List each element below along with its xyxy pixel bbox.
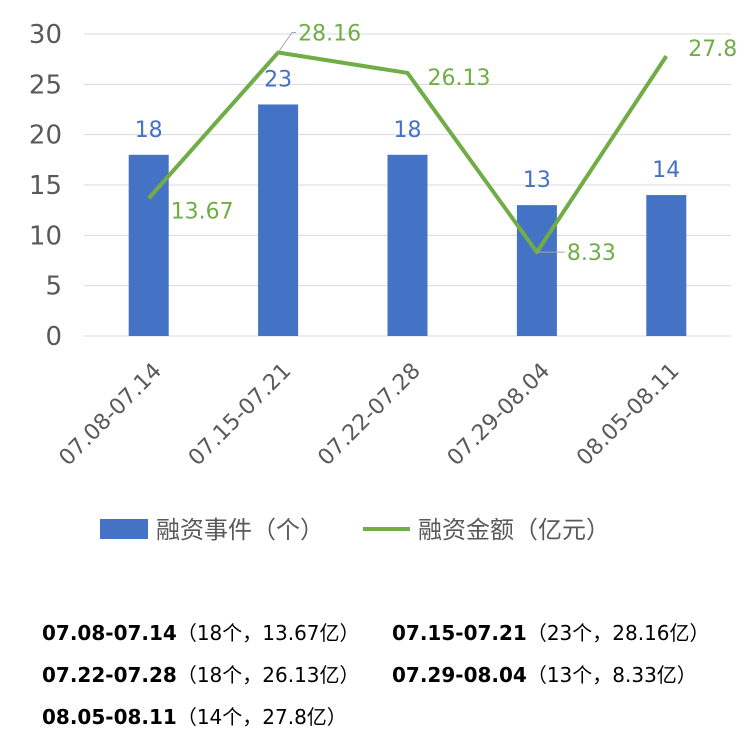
legend: 融资事件（个） 融资金额（亿元） bbox=[100, 516, 610, 544]
x-tick-label: 07.29-08.04 bbox=[443, 359, 555, 471]
summary-detail: （23个，28.16亿） bbox=[526, 621, 710, 645]
summary-detail: （13个，8.33亿） bbox=[526, 663, 697, 687]
summary-detail: （18个，13.67亿） bbox=[176, 621, 360, 645]
bar-data-label: 14 bbox=[652, 158, 680, 183]
line-data-labels: 13.67 28.16 26.13 8.33 27.8 bbox=[171, 22, 738, 267]
bar bbox=[387, 154, 428, 336]
line-series bbox=[147, 50, 668, 255]
line-data-label: 8.33 bbox=[567, 241, 616, 266]
summary-week: 07.08-07.14 bbox=[42, 621, 177, 645]
summary-item: 07.22-07.28（18个，26.13亿） bbox=[42, 654, 392, 696]
bar-series bbox=[128, 104, 687, 336]
legend-label-line: 融资金额（亿元） bbox=[418, 516, 610, 544]
summary-week: 07.22-07.28 bbox=[42, 663, 177, 687]
bar bbox=[516, 205, 557, 336]
summary-row: 07.08-07.14（18个，13.67亿） 07.15-07.21（23个，… bbox=[42, 612, 742, 654]
y-tick-label: 25 bbox=[29, 70, 62, 100]
x-tick-label: 07.15-07.21 bbox=[184, 359, 296, 471]
x-axis-categories: 07.08-07.14 07.15-07.21 07.22-07.28 07.29-0… bbox=[55, 359, 685, 471]
summary-item: 07.29-08.04（13个，8.33亿） bbox=[392, 654, 742, 696]
summary-row: 07.22-07.28（18个，26.13亿） 07.29-08.04（13个，… bbox=[42, 654, 742, 696]
bar-data-label: 23 bbox=[264, 67, 292, 92]
line-data-label: 26.13 bbox=[428, 66, 491, 91]
bar-data-label: 13 bbox=[523, 168, 551, 193]
y-tick-label: 15 bbox=[29, 171, 62, 201]
x-tick-label: 08.05-08.11 bbox=[572, 359, 684, 471]
y-tick-label: 0 bbox=[45, 322, 62, 352]
legend-label-bar: 融资事件（个） bbox=[156, 516, 324, 544]
summary-row: 08.05-08.11（14个，27.8亿） bbox=[42, 696, 742, 738]
y-axis-ticks: 0 5 10 15 20 25 30 bbox=[29, 20, 62, 352]
leader-line bbox=[277, 32, 297, 53]
summary-list: 07.08-07.14（18个，13.67亿） 07.15-07.21（23个，… bbox=[42, 612, 742, 738]
x-tick-label: 07.22-07.28 bbox=[313, 359, 425, 471]
summary-week: 07.15-07.21 bbox=[392, 621, 527, 645]
summary-detail: （18个，26.13亿） bbox=[176, 663, 360, 687]
y-tick-label: 5 bbox=[45, 272, 62, 302]
summary-item: 07.08-07.14（18个，13.67亿） bbox=[42, 612, 392, 654]
y-tick-label: 30 bbox=[29, 20, 62, 50]
line-data-label: 28.16 bbox=[298, 22, 361, 47]
y-tick-label: 10 bbox=[29, 221, 62, 251]
series-line bbox=[147, 50, 668, 255]
summary-week: 07.29-08.04 bbox=[392, 663, 527, 687]
y-tick-label: 20 bbox=[29, 121, 62, 151]
legend-swatch-bar bbox=[100, 519, 148, 539]
x-tick-label: 07.08-07.14 bbox=[55, 359, 167, 471]
financing-chart: 0 5 10 15 20 25 30 18 23 18 13 14 13.67 28.16 26.13 8… bbox=[29, 20, 738, 544]
line-data-label: 27.8 bbox=[688, 37, 737, 62]
bar bbox=[646, 195, 687, 336]
line-data-label: 13.67 bbox=[171, 199, 234, 224]
summary-item: 08.05-08.11（14个，27.8亿） bbox=[42, 696, 407, 738]
bar-data-labels: 18 23 18 13 14 bbox=[135, 67, 681, 193]
summary-week: 08.05-08.11 bbox=[42, 705, 177, 729]
summary-detail: （14个，27.8亿） bbox=[176, 705, 347, 729]
bar-data-label: 18 bbox=[394, 118, 422, 143]
bar-data-label: 18 bbox=[135, 118, 163, 143]
summary-item: 07.15-07.21（23个，28.16亿） bbox=[392, 612, 742, 654]
bar bbox=[258, 104, 299, 336]
